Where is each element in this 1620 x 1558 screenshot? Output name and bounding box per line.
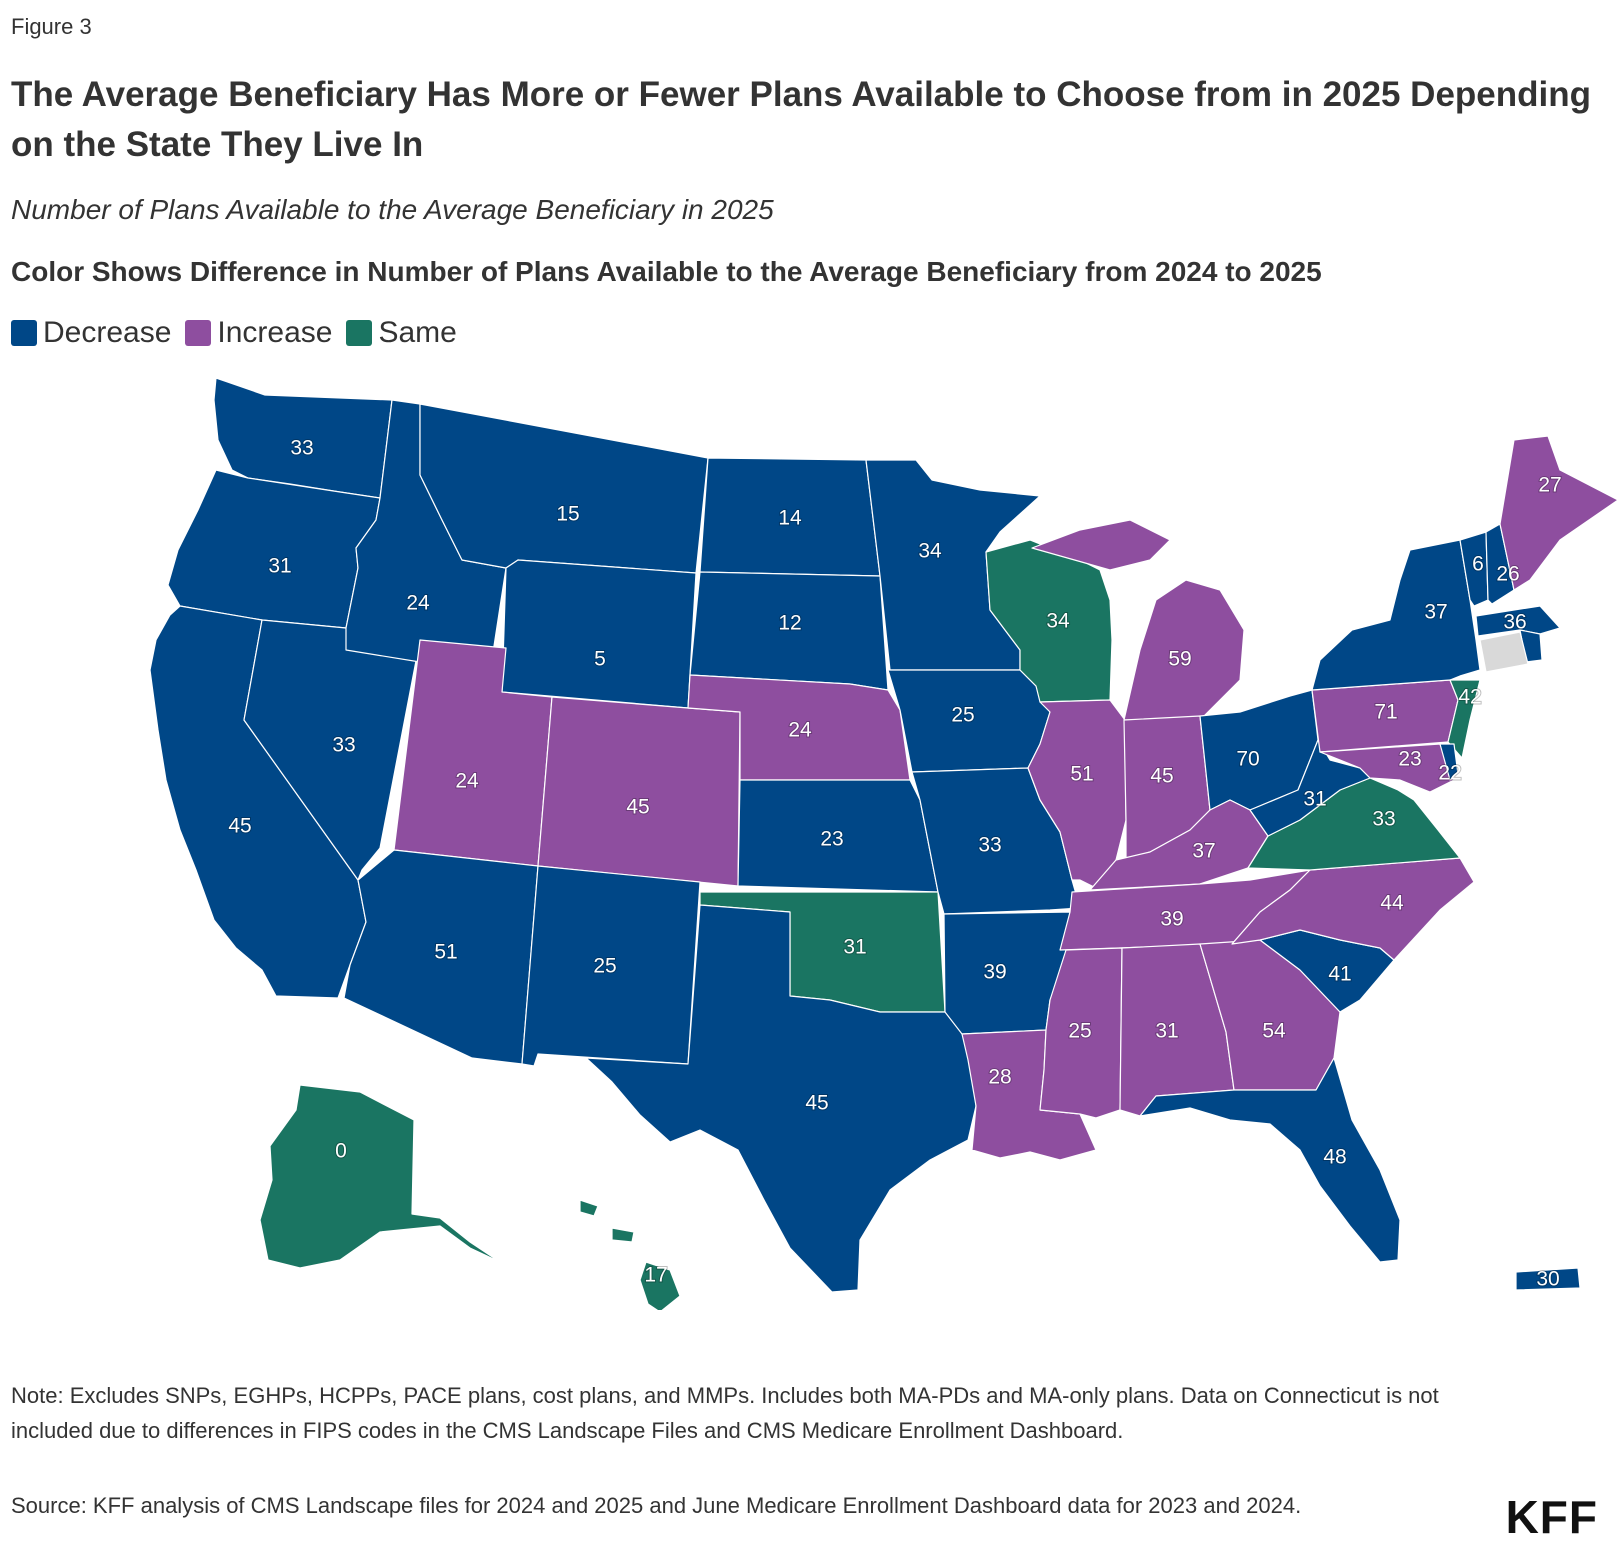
state-nj[interactable] — [1447, 679, 1481, 759]
value-label-wy: 5 — [594, 648, 606, 671]
value-label-ar: 39 — [983, 961, 1006, 984]
states-layer — [149, 377, 1619, 1310]
value-label-ia: 25 — [951, 704, 974, 727]
value-label-nc: 44 — [1380, 892, 1404, 915]
value-label-me: 27 — [1538, 474, 1561, 497]
value-label-ne: 24 — [788, 719, 812, 742]
value-label-ut: 24 — [455, 770, 479, 793]
state-or[interactable] — [167, 469, 381, 629]
value-label-sc: 41 — [1328, 963, 1351, 986]
value-label-mn: 34 — [918, 540, 942, 563]
legend-item-same[interactable]: Same — [346, 316, 457, 350]
value-label-vt: 6 — [1472, 553, 1484, 576]
state-tx[interactable] — [585, 904, 977, 1293]
value-label-tn: 39 — [1160, 908, 1183, 931]
chart-title: The Average Beneficiary Has More or Fewe… — [11, 75, 1592, 164]
state-co[interactable] — [537, 696, 741, 887]
state-mi[interactable] — [1031, 519, 1245, 721]
value-label-ok: 31 — [843, 936, 866, 959]
state-pr[interactable] — [1515, 1267, 1581, 1291]
value-label-ms: 25 — [1068, 1020, 1091, 1043]
legend-label-increase: Increase — [217, 316, 333, 349]
legend-swatch-same — [346, 320, 373, 346]
kff-logo: KFF — [1505, 1491, 1598, 1543]
value-label-mt: 15 — [556, 503, 579, 526]
value-label-va: 33 — [1372, 808, 1395, 831]
value-label-mo: 33 — [978, 834, 1001, 857]
legend-label-decrease: Decrease — [43, 316, 172, 349]
source: Source: KFF analysis of CMS Landscape fi… — [11, 1493, 1302, 1518]
value-label-nm: 25 — [593, 955, 616, 978]
state-vt[interactable] — [1459, 531, 1489, 607]
value-label-ky: 37 — [1192, 840, 1215, 863]
legend: Decrease Increase Same — [11, 316, 457, 350]
legend-title: Color Shows Difference in Number of Plan… — [11, 256, 1322, 287]
state-nm[interactable] — [521, 865, 701, 1067]
value-label-nd: 14 — [778, 507, 802, 530]
value-label-ny: 37 — [1424, 601, 1447, 624]
chart-subtitle: Number of Plans Available to the Average… — [11, 194, 774, 225]
state-nc[interactable] — [1231, 857, 1475, 961]
state-nh[interactable] — [1485, 523, 1515, 605]
value-label-nv: 33 — [332, 734, 355, 757]
value-label-ca: 45 — [228, 815, 251, 838]
value-label-sd: 12 — [778, 612, 801, 635]
state-de[interactable] — [1439, 743, 1459, 781]
value-label-co: 45 — [626, 796, 649, 819]
legend-item-decrease[interactable]: Decrease — [11, 316, 171, 350]
figure-label: Figure 3 — [11, 14, 92, 39]
value-label-wv: 31 — [1303, 788, 1326, 811]
value-label-md: 23 — [1398, 748, 1421, 771]
legend-item-increase[interactable]: Increase — [185, 316, 332, 350]
state-fl[interactable] — [1139, 1057, 1401, 1263]
value-label-la: 28 — [988, 1066, 1011, 1089]
value-label-al: 31 — [1155, 1020, 1178, 1043]
value-label-fl: 48 — [1323, 1146, 1346, 1169]
state-ak[interactable] — [259, 1084, 501, 1269]
value-label-nh: 26 — [1496, 563, 1519, 586]
value-label-pr: 30 — [1536, 1268, 1559, 1291]
value-label-ak: 0 — [335, 1140, 347, 1163]
state-ct[interactable] — [1479, 631, 1529, 673]
state-ny[interactable] — [1311, 539, 1481, 691]
value-label-wi: 34 — [1046, 610, 1070, 633]
state-mt[interactable] — [419, 403, 709, 574]
value-label-de: 22 — [1438, 762, 1461, 785]
legend-swatch-increase — [185, 320, 212, 346]
value-label-tx: 45 — [805, 1092, 828, 1115]
value-label-in: 45 — [1150, 765, 1173, 788]
value-label-il: 51 — [1070, 763, 1093, 786]
state-hi[interactable] — [579, 1199, 681, 1310]
state-ma[interactable] — [1475, 605, 1561, 637]
value-label-oh: 70 — [1236, 748, 1259, 771]
value-label-or: 31 — [268, 555, 291, 578]
labels-layer: 33 31 45 33 24 15 5 24 51 45 25 14 12 24 23 31 45 34 25 33 3… — [227, 436, 1562, 1292]
value-label-nj: 42 — [1458, 686, 1481, 709]
legend-swatch-decrease — [11, 320, 37, 346]
value-label-wa: 33 — [290, 437, 313, 460]
us-map: 33 31 45 33 24 15 5 24 51 45 25 14 12 24 23 31 45 34 25 33 3… — [149, 377, 1619, 1310]
legend-label-same: Same — [378, 316, 457, 349]
value-label-mi: 59 — [1168, 648, 1191, 671]
value-label-hi: 17 — [644, 1264, 667, 1287]
value-label-id: 24 — [406, 592, 430, 615]
value-label-ks: 23 — [820, 828, 843, 851]
value-label-ga: 54 — [1262, 1020, 1286, 1043]
state-wy[interactable] — [501, 559, 697, 709]
value-label-pa: 71 — [1374, 701, 1397, 724]
value-label-ma: 36 — [1503, 611, 1526, 634]
value-label-az: 51 — [434, 941, 457, 964]
note: Note: Excludes SNPs, EGHPs, HCPPs, PACE … — [11, 1383, 1439, 1443]
state-me[interactable] — [1499, 435, 1619, 591]
